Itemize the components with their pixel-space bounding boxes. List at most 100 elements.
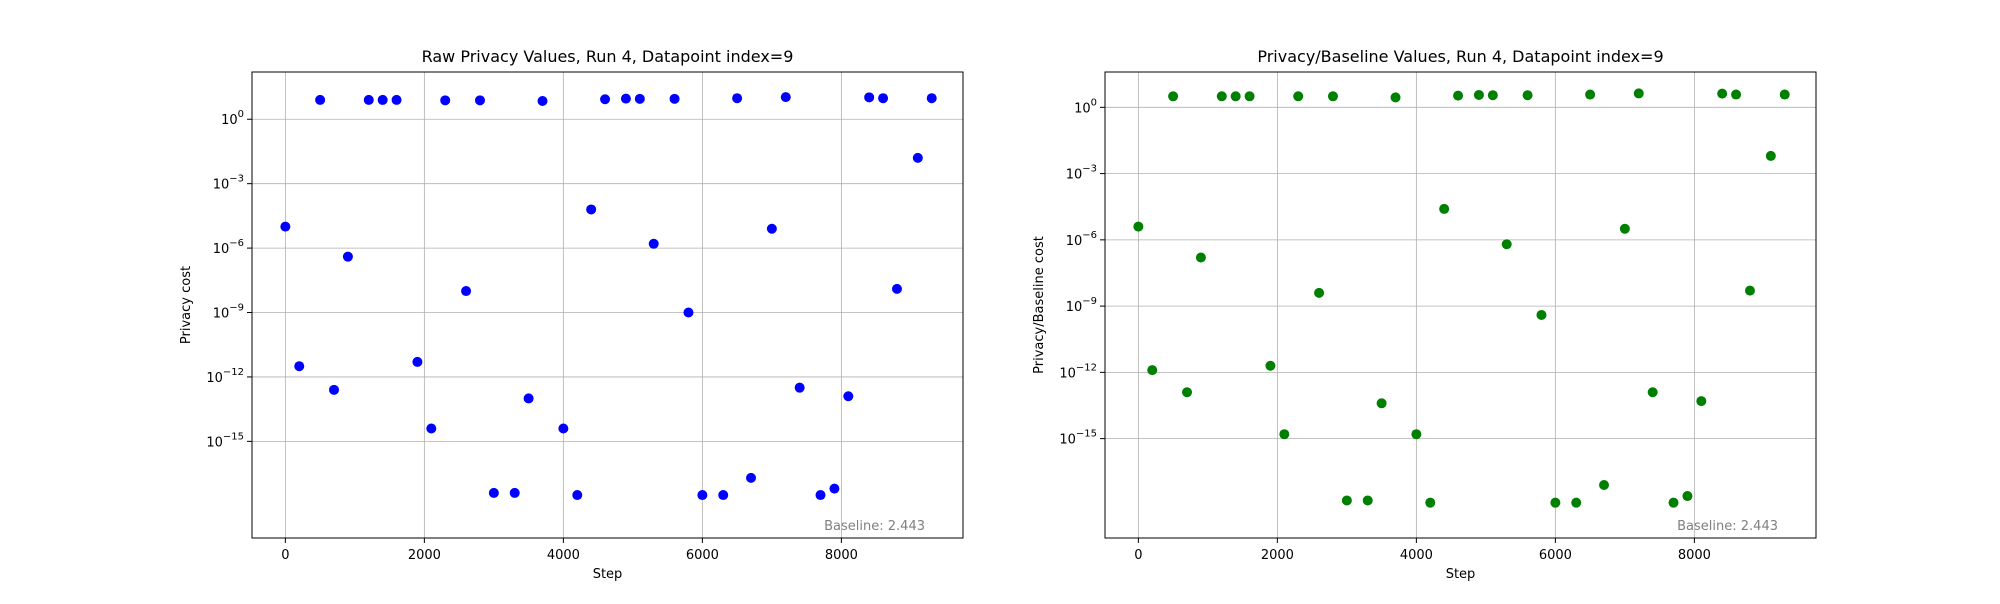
x-tick-label: 6000 — [686, 548, 719, 563]
data-point — [1147, 365, 1158, 376]
data-point — [1244, 91, 1255, 102]
y-tick-label: 10−12 — [1059, 362, 1097, 381]
data-point — [1599, 479, 1610, 490]
data-point — [648, 238, 659, 249]
x-tick-label: 2000 — [408, 548, 441, 563]
x-tick-label: 8000 — [1678, 548, 1711, 563]
data-point — [669, 93, 680, 104]
data-point — [1168, 91, 1179, 102]
data-point — [829, 483, 840, 494]
data-point — [1731, 89, 1742, 100]
data-point — [1341, 495, 1352, 506]
plot-frame — [1104, 71, 1817, 539]
data-point — [1327, 91, 1338, 102]
data-point — [1425, 497, 1436, 508]
data-point — [718, 490, 729, 501]
data-point — [1362, 495, 1373, 506]
data-point — [878, 93, 889, 104]
data-point — [1536, 309, 1547, 320]
data-point — [1279, 429, 1290, 440]
data-point — [1779, 89, 1790, 100]
data-point — [1439, 203, 1450, 214]
data-point — [815, 490, 826, 501]
data-point — [1619, 223, 1630, 234]
data-point — [891, 283, 902, 294]
data-point — [1293, 91, 1304, 102]
data-point — [1633, 88, 1644, 99]
data-point — [537, 95, 548, 106]
data-point — [1216, 91, 1227, 102]
y-tick-label: 10−12 — [206, 367, 244, 386]
x-tick-label: 6000 — [1539, 548, 1572, 563]
data-point — [1473, 89, 1484, 100]
data-point — [766, 223, 777, 234]
data-point — [488, 487, 499, 498]
data-point — [1696, 396, 1707, 407]
x-tick-label: 0 — [281, 548, 289, 563]
data-point — [1487, 90, 1498, 101]
y-tick-label: 10−15 — [1059, 429, 1097, 448]
x-axis-label: Step — [593, 567, 623, 582]
data-point — [474, 95, 485, 106]
data-point — [1133, 221, 1144, 232]
data-point — [377, 94, 388, 105]
data-point — [572, 490, 583, 501]
data-point — [600, 94, 611, 105]
data-point — [1195, 252, 1206, 263]
data-point — [780, 92, 791, 103]
data-point — [391, 94, 402, 105]
data-point — [315, 94, 326, 105]
data-point — [461, 286, 472, 297]
data-point — [1182, 387, 1193, 398]
data-point — [280, 221, 291, 232]
data-point — [1501, 239, 1512, 250]
y-tick-label: 10−6 — [213, 238, 244, 257]
chart-panel-2: 0 2000 4000 6000 8000 100 10−3 10−6 10−9 10−12 10−… — [1032, 47, 1817, 582]
data-point — [794, 382, 805, 393]
data-point — [620, 93, 631, 104]
y-tick-label: 10−9 — [213, 303, 244, 322]
data-point — [746, 472, 757, 483]
y-tick-label: 10−3 — [1066, 164, 1097, 183]
data-point — [1647, 387, 1658, 398]
x-tick-label: 4000 — [1400, 548, 1433, 563]
data-point — [586, 204, 597, 215]
data-point — [1668, 497, 1679, 508]
data-point — [926, 93, 937, 104]
baseline-annotation: Baseline: 2.443 — [1677, 519, 1778, 534]
data-point — [558, 423, 569, 434]
data-point — [294, 361, 305, 372]
data-point — [1717, 88, 1728, 99]
data-point — [1265, 360, 1276, 371]
data-point — [426, 423, 437, 434]
data-point — [1314, 287, 1325, 298]
y-tick-label: 10−15 — [206, 431, 244, 450]
x-tick-label: 2000 — [1261, 548, 1294, 563]
data-point — [683, 307, 694, 318]
baseline-annotation: Baseline: 2.443 — [824, 519, 925, 534]
data-point — [1453, 90, 1464, 101]
y-tick-label: 100 — [221, 109, 244, 128]
x-axis-label: Step — [1446, 567, 1476, 582]
y-tick-label: 10−3 — [213, 174, 244, 193]
data-point — [1682, 491, 1693, 502]
data-point — [329, 384, 340, 395]
data-point — [440, 95, 451, 106]
x-tick-label: 0 — [1134, 548, 1142, 563]
x-tick-label: 8000 — [825, 548, 858, 563]
y-axis-label: Privacy cost — [179, 266, 194, 344]
data-point — [509, 487, 520, 498]
data-point — [1230, 91, 1241, 102]
data-point — [1411, 429, 1422, 440]
data-point — [864, 92, 875, 103]
data-point — [342, 251, 353, 262]
chart-title: Privacy/Baseline Values, Run 4, Datapoin… — [1257, 47, 1663, 66]
y-tick-label: 10−9 — [1066, 296, 1097, 315]
data-point — [1550, 497, 1561, 508]
data-point — [412, 356, 423, 367]
data-point — [1585, 89, 1596, 100]
data-point — [1522, 90, 1533, 101]
y-tick-label: 10−6 — [1066, 230, 1097, 249]
